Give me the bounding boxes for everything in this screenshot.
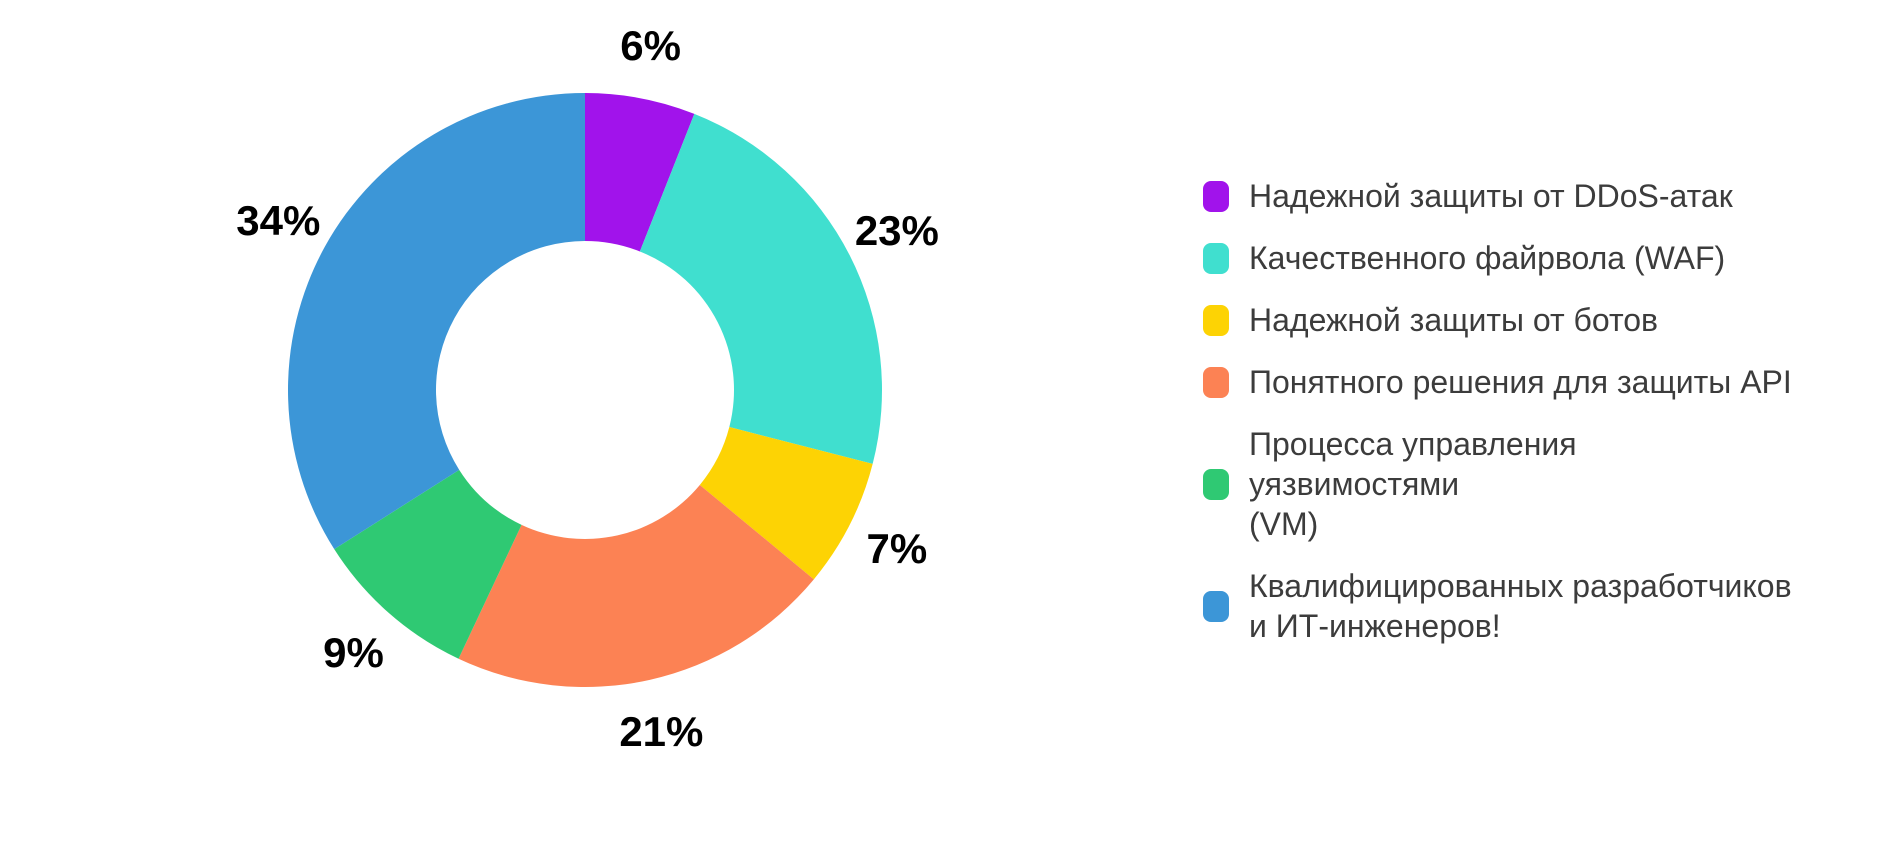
donut-slice-5 — [288, 93, 585, 550]
slice-percent-label-2: 7% — [866, 524, 928, 572]
slice-percent-label-0: 6% — [620, 22, 681, 70]
legend-label: Квалифицированных разработчиков и ИТ-инж… — [1249, 568, 1792, 644]
donut-slice-3 — [458, 484, 814, 687]
legend-swatch-icon — [1203, 180, 1229, 212]
legend-swatch-icon — [1203, 242, 1229, 274]
legend-swatch-icon — [1203, 304, 1229, 336]
legend-label: Понятного решения для защиты API — [1249, 364, 1792, 400]
donut-slice-1 — [639, 113, 882, 464]
legend-swatch-icon — [1203, 468, 1229, 500]
legend-item-5: Квалифицированных разработчиков и ИТ-инж… — [1203, 566, 1793, 646]
donut-slice-0 — [585, 93, 695, 252]
donut-slice-4 — [334, 469, 522, 659]
legend-item-1: Качественного файрвола (WAF) — [1203, 238, 1793, 278]
legend-item-0: Надежной защиты от DDoS-атак — [1203, 176, 1793, 216]
slice-percent-label-4: 9% — [323, 628, 384, 676]
donut-slice-2 — [699, 427, 873, 580]
legend-item-4: Процесса управления уязвимостями (VM) — [1203, 424, 1793, 544]
legend-swatch-icon — [1203, 590, 1229, 622]
legend-label: Процесса управления уязвимостями (VM) — [1249, 426, 1577, 542]
slice-percent-label-5: 34% — [236, 197, 321, 245]
chart-legend: Надежной защиты от DDoS-атак Качественног… — [1203, 176, 1793, 646]
slice-percent-label-1: 23% — [854, 207, 939, 255]
legend-label: Качественного файрвола (WAF) — [1249, 240, 1726, 276]
slice-percent-label-3: 21% — [619, 707, 704, 755]
legend-swatch-icon — [1203, 366, 1229, 398]
legend-label: Надежной защиты от ботов — [1249, 302, 1659, 338]
legend-label: Надежной защиты от DDoS-атак — [1249, 178, 1733, 214]
legend-item-3: Понятного решения для защиты API — [1203, 362, 1793, 402]
legend-item-2: Надежной защиты от ботов — [1203, 300, 1793, 340]
